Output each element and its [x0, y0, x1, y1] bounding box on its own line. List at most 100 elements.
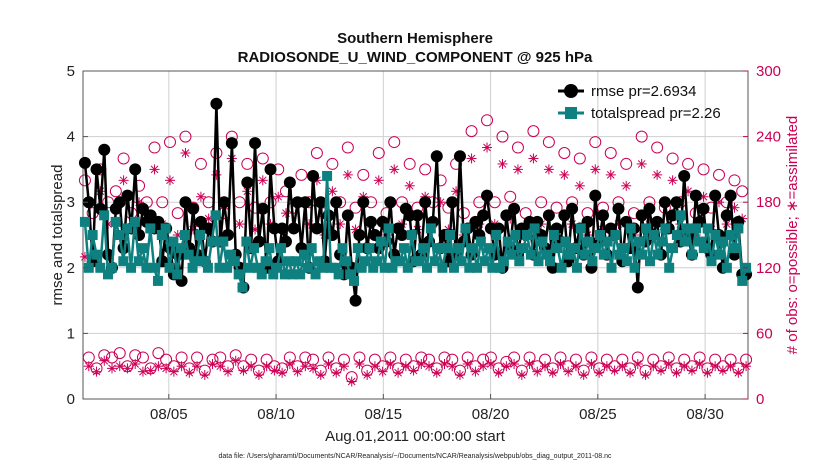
totalspread-point: [737, 275, 748, 286]
assimilated-obs-point: [416, 359, 427, 370]
assimilated-obs-point: [145, 365, 156, 376]
assimilated-obs-point: [230, 355, 241, 366]
assimilated-obs-point: [648, 361, 659, 372]
assimilated-obs-point: [122, 363, 133, 374]
totalspread-point: [518, 243, 529, 254]
totalspread-point: [395, 256, 406, 267]
totalspread-point: [168, 236, 179, 247]
assimilated-obs-point: [211, 169, 222, 180]
rmse-point: [477, 209, 490, 222]
totalspread-point: [552, 243, 563, 254]
totalspread-point: [595, 230, 606, 240]
totalspread-point: [398, 243, 409, 254]
assimilated-obs-point: [462, 359, 473, 370]
rmse-point: [187, 202, 200, 215]
totalspread-point: [249, 243, 260, 254]
totalspread-point: [241, 236, 252, 247]
y-tick-label-right-2: 120: [756, 260, 781, 277]
assimilated-obs-point: [362, 369, 373, 380]
assimilated-obs-point: [168, 366, 179, 377]
totalspread-point: [202, 262, 213, 273]
assimilated-obs-point: [277, 367, 288, 378]
assimilated-obs-point: [369, 361, 380, 372]
totalspread-point: [133, 256, 144, 267]
totalspread-point: [571, 262, 582, 273]
rmse-point: [658, 196, 671, 209]
rmse-point: [419, 196, 432, 209]
totalspread-point: [83, 262, 94, 273]
totalspread-point: [533, 256, 544, 267]
assimilated-obs-point: [83, 361, 94, 372]
possible-obs-point: [113, 347, 126, 360]
assimilated-obs-point: [199, 369, 210, 380]
totalspread-point: [479, 256, 490, 267]
legend: rmse pr=2.6934 totalspread pr=2.26: [558, 83, 721, 122]
totalspread-point: [137, 243, 148, 254]
totalspread-point: [683, 223, 694, 234]
assimilated-obs-point: [601, 361, 612, 372]
totalspread-point: [91, 249, 102, 260]
rmse-point: [264, 163, 277, 176]
possible-obs-point: [102, 196, 115, 209]
y-tick-label-left-2: 2: [67, 260, 75, 277]
data-marks: [78, 97, 753, 387]
x-tick-label-0: 08/05: [150, 406, 188, 423]
assimilated-obs-point: [284, 359, 295, 370]
x-tick-label-5: 08/30: [686, 406, 724, 423]
totalspread-point: [272, 262, 283, 273]
totalspread-point: [718, 236, 729, 247]
assimilated-obs-point: [338, 361, 349, 372]
assimilated-obs-point: [493, 367, 504, 378]
totalspread-point: [598, 249, 609, 260]
totalspread-point: [502, 236, 513, 247]
totalspread-point: [422, 262, 433, 273]
totalspread-point: [545, 256, 556, 267]
assimilated-obs-point: [702, 367, 713, 378]
possible-obs-point: [156, 196, 169, 209]
totalspread-point: [548, 230, 559, 240]
rmse-point: [330, 196, 343, 209]
assimilated-obs-point: [617, 361, 628, 372]
rmse-point: [689, 189, 702, 202]
y-tick-label-right-1: 60: [756, 325, 773, 342]
totalspread-point: [418, 243, 429, 254]
assimilated-obs-point: [373, 175, 384, 186]
assimilated-obs-point: [327, 186, 338, 197]
totalspread-point: [671, 230, 682, 240]
totalspread-point: [364, 243, 375, 254]
totalspread-point: [402, 262, 413, 273]
totalspread-point: [652, 249, 663, 260]
totalspread-point: [698, 243, 709, 254]
possible-obs-point: [488, 196, 501, 209]
totalspread-point: [118, 256, 129, 267]
totalspread-point: [510, 230, 521, 240]
possible-obs-point: [535, 196, 548, 209]
totalspread-point: [383, 223, 394, 234]
possible-obs-point: [682, 157, 695, 170]
possible-obs-point: [527, 125, 540, 138]
assimilated-obs-point: [501, 361, 512, 372]
assimilated-obs-point: [586, 359, 597, 370]
totalspread-point: [179, 230, 190, 240]
assimilated-obs-point: [300, 361, 311, 372]
totalspread-point: [491, 230, 502, 240]
totalspread-point: [337, 243, 348, 254]
assimilated-obs-point: [447, 361, 458, 372]
y-tick-label-left-0: 0: [67, 391, 75, 408]
assimilated-obs-point: [215, 361, 226, 372]
possible-obs-point: [388, 136, 401, 149]
totalspread-point: [348, 275, 359, 286]
totalspread-point: [187, 262, 198, 273]
totalspread-point: [475, 236, 486, 247]
assimilated-obs-point: [512, 164, 523, 175]
totalspread-point: [568, 243, 579, 254]
possible-obs-point: [295, 168, 308, 181]
totalspread-point: [172, 269, 183, 280]
assimilated-obs-point: [671, 367, 682, 378]
assimilated-obs-point: [400, 361, 411, 372]
rmse-point: [631, 281, 644, 294]
rmse-point: [411, 209, 424, 222]
possible-obs-point: [341, 141, 354, 154]
possible-obs-point: [620, 157, 633, 170]
possible-obs-point: [504, 190, 517, 203]
